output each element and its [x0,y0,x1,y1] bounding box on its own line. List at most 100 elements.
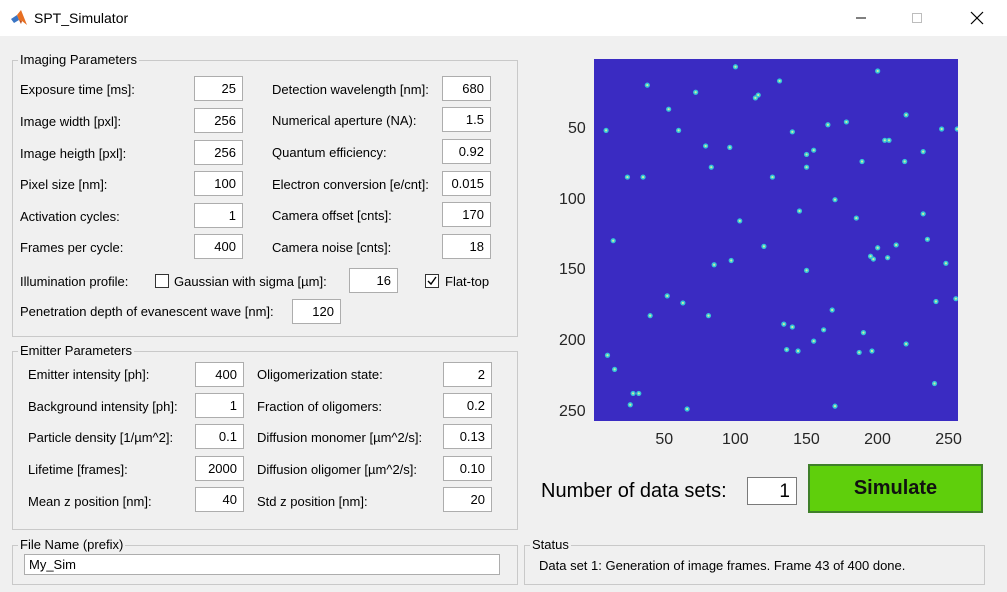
emitter-spot-core [886,256,889,259]
image-height-field[interactable]: 256 [194,140,243,165]
detection-wavelength-field[interactable]: 680 [442,76,491,101]
frames-per-cycle-field[interactable]: 400 [194,234,243,259]
camera-offset-label: Camera offset [cnts]: [272,208,392,223]
flat-top-checkbox[interactable] [425,274,439,288]
emitter-spot-core [613,368,616,371]
close-button[interactable] [954,0,1000,36]
emitter-spot-core [858,351,861,354]
oligomerization-state-label: Oligomerization state: [257,367,383,382]
number-of-datasets-field[interactable]: 1 [747,477,797,505]
lifetime-field[interactable]: 2000 [195,456,244,481]
std-z-position-label: Std z position [nm]: [257,494,368,509]
emitter-spot-core [833,405,837,408]
x-tick-label: 250 [935,431,962,448]
image-height-label: Image heigth [pxl]: [20,146,127,161]
emitter-spot-core [604,129,608,132]
x-tick-label: 150 [793,431,820,448]
emitter-spot-core [905,342,908,346]
emitter-spot-core [831,308,834,312]
quantum-efficiency-field[interactable]: 0.92 [442,139,491,164]
emitter-spot-core [710,166,713,169]
electron-conversion-field[interactable]: 0.015 [442,171,491,196]
gaussian-checkbox[interactable] [155,274,169,288]
emitter-spot-core [704,144,707,148]
emitter-spot-core [606,354,609,357]
activation-cycles-label: Activation cycles: [20,209,120,224]
background-intensity-field[interactable]: 1 [195,393,244,418]
file-name-prefix-field[interactable]: My_Sim [24,554,500,575]
emitter-spot-core [791,130,794,133]
emitter-spot-core [612,239,615,242]
illumination-profile-label: Illumination profile: [20,274,129,289]
emitter-spot-core [637,392,640,395]
emitter-spot-core [785,348,788,351]
emitter-spot-core [641,175,645,179]
quantum-efficiency-label: Quantum efficiency: [272,145,387,160]
emitter-parameters-legend: Emitter Parameters [18,343,134,359]
flat-top-label: Flat-top [445,274,490,289]
emitter-intensity-field[interactable]: 400 [195,362,244,387]
emitter-spot-core [956,127,958,131]
pixel-size-field[interactable]: 100 [194,171,243,196]
diffusion-monomer-label: Diffusion monomer [µm^2/s]: [257,430,423,445]
penetration-depth-field[interactable]: 120 [292,299,341,324]
emitter-spot-core [626,175,629,179]
particle-density-field[interactable]: 0.1 [195,424,244,449]
emitter-spot-core [649,314,652,317]
numerical-aperture-field[interactable]: 1.5 [442,107,491,132]
emitter-spot-core [934,300,938,303]
exposure-time-field[interactable]: 25 [194,76,243,101]
activation-cycles-field[interactable]: 1 [194,203,243,228]
minimize-button[interactable] [838,0,884,36]
file-name-panel: File Name (prefix) [12,537,518,585]
emitter-spot-core [926,238,929,241]
fraction-oligomers-field[interactable]: 0.2 [443,393,492,418]
diffusion-monomer-field[interactable]: 0.13 [443,424,492,449]
camera-offset-field[interactable]: 170 [442,202,491,227]
camera-noise-field[interactable]: 18 [442,234,491,259]
emitter-spot-core [872,257,875,261]
emitter-spot-core [887,139,891,142]
y-tick-label: 150 [559,261,586,279]
emitter-spot-core [796,349,800,353]
std-z-position-field[interactable]: 20 [443,487,492,512]
emitter-spot-core [805,269,808,272]
emitter-spot-core [944,262,948,265]
diffusion-oligomer-label: Diffusion oligomer [µm^2/s]: [257,462,418,477]
emitter-spot-core [954,297,957,300]
lifetime-label: Lifetime [frames]: [28,462,128,477]
emitter-spot-core [728,146,731,149]
emitter-spot-core [771,175,774,179]
imaging-parameters-legend: Imaging Parameters [18,52,140,68]
emitter-spot-core [903,160,906,163]
simulate-button[interactable]: Simulate [808,464,983,513]
emitter-spot-core [681,301,684,305]
image-width-label: Image width [pxl]: [20,114,122,129]
oligomerization-state-field[interactable]: 2 [443,362,492,387]
emitter-spot-core [870,349,874,353]
emitter-spot-core [805,153,808,156]
emitter-spot-core [805,166,808,169]
emitter-spot-core [782,323,785,326]
emitter-spot-core [845,120,848,124]
emitter-spot-core [833,198,837,201]
maximize-button[interactable] [894,0,940,36]
emitter-spot-core [730,259,733,262]
image-width-field[interactable]: 256 [194,108,243,133]
gaussian-sigma-field[interactable]: 16 [349,268,398,293]
emitter-spot-core [862,331,865,334]
number-of-datasets-label: Number of data sets: [541,480,727,502]
emitter-spot-core [869,255,872,258]
emitter-spot-core [686,407,689,411]
emitter-spot-core [812,340,815,343]
y-tick-label: 250 [559,402,586,420]
emitter-spot-core [791,325,794,329]
mean-z-position-field[interactable]: 40 [195,487,244,512]
fraction-oligomers-label: Fraction of oligomers: [257,399,382,414]
emitter-spot-core [876,69,879,73]
x-tick-label: 100 [721,431,749,448]
matlab-logo-icon [11,10,27,25]
emitter-spot-core [713,263,716,266]
penetration-depth-label: Penetration depth of evanescent wave [nm… [20,304,274,319]
diffusion-oligomer-field[interactable]: 0.10 [443,456,492,481]
